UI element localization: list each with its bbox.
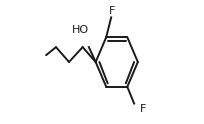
Text: F: F: [108, 6, 114, 16]
Text: F: F: [140, 104, 146, 114]
Text: HO: HO: [72, 25, 89, 35]
